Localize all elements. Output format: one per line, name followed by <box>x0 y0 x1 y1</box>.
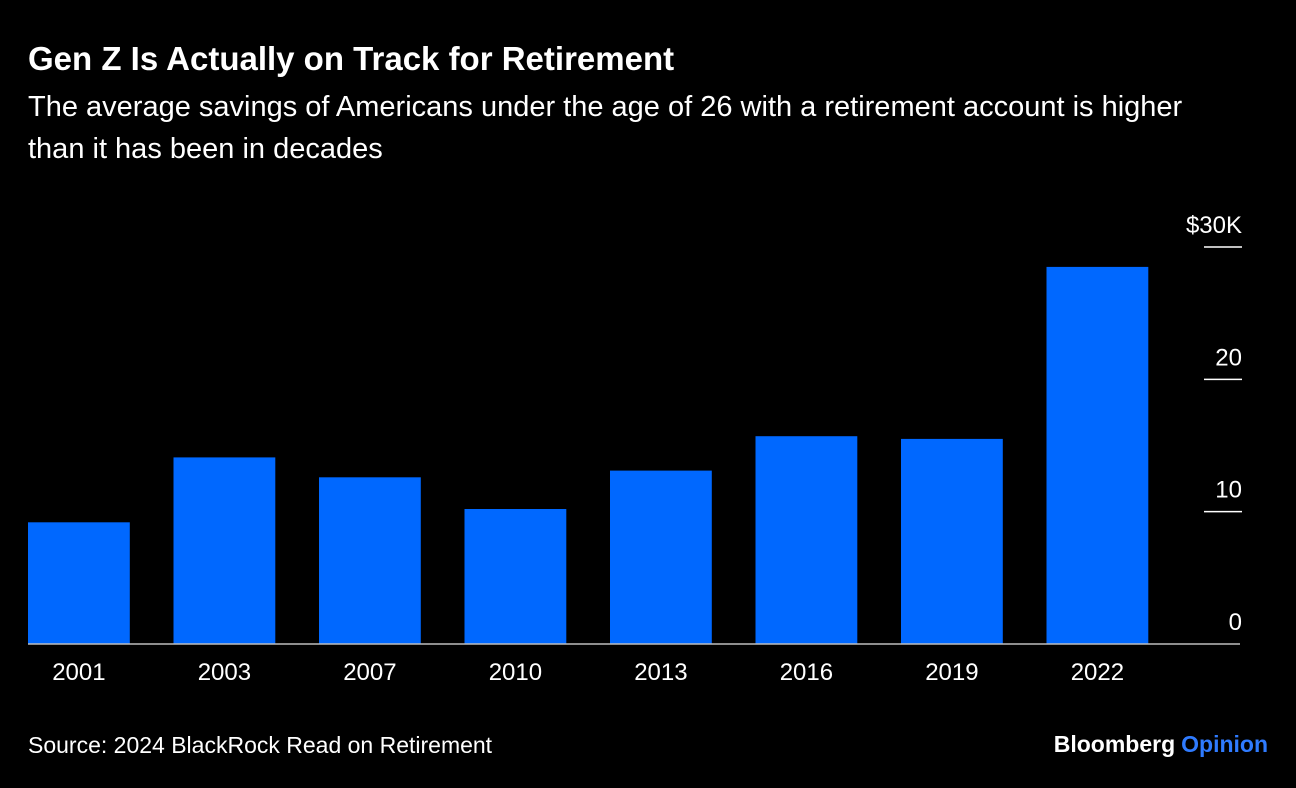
x-axis: 2001 2003 2007 2010 2013 2016 2019 2022 <box>28 643 1240 686</box>
x-tick-label: 2001 <box>52 659 105 686</box>
bar-2001 <box>28 522 130 644</box>
y-tick-label: 20 <box>1215 344 1242 371</box>
x-tick-label: 2013 <box>634 659 687 686</box>
bars-group <box>28 266 1149 644</box>
x-tick-label: 2010 <box>489 659 542 686</box>
bar-2016 <box>755 436 858 644</box>
bar-2013 <box>610 470 712 644</box>
bar-2003 <box>173 457 276 644</box>
x-tick-label: 2007 <box>343 659 396 686</box>
y-tick-label: 0 <box>1229 609 1242 636</box>
y-tick-label: 10 <box>1215 477 1242 504</box>
brand-section: Opinion <box>1181 731 1268 757</box>
chart-title: Gen Z Is Actually on Track for Retiremen… <box>28 40 675 77</box>
chart-subtitle: The average savings of Americans under t… <box>28 91 1183 165</box>
brand-name: Bloomberg <box>1053 731 1176 757</box>
bar-2022 <box>1046 266 1149 644</box>
y-axis: 0 10 20 $30K <box>1186 212 1242 636</box>
x-tick-label: 2019 <box>925 659 978 686</box>
y-tick-label: $30K <box>1186 212 1242 239</box>
bar-2019 <box>901 438 1003 644</box>
x-tick-label: 2022 <box>1071 659 1124 686</box>
source-note: Source: 2024 BlackRock Read on Retiremen… <box>28 732 493 758</box>
bar-2010 <box>464 509 567 644</box>
bar-2007 <box>319 477 421 644</box>
brand-logo: Bloomberg Opinion <box>1054 731 1268 758</box>
x-tick-label: 2003 <box>198 659 251 686</box>
x-tick-label: 2016 <box>780 659 833 686</box>
